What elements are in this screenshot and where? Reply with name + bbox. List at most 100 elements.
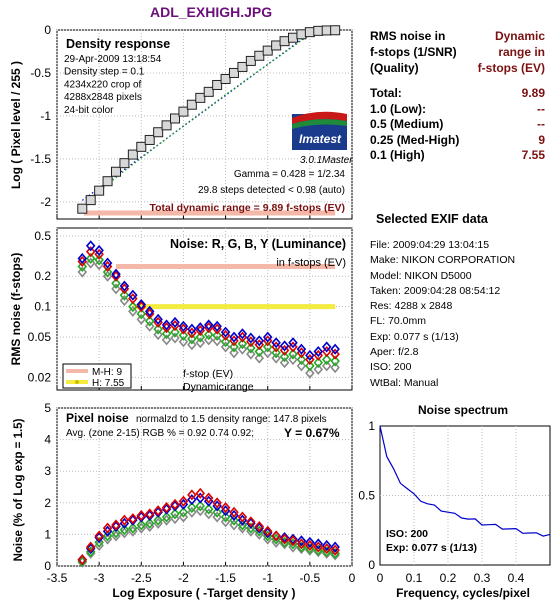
noise-point-g bbox=[271, 347, 281, 359]
pixel-point-y bbox=[178, 511, 189, 523]
rms-row: 1.0 (Low): -- bbox=[370, 102, 545, 118]
exif-line: WtBal: Manual bbox=[370, 376, 439, 389]
noise-subtitle: in f-stops (EV) bbox=[276, 257, 346, 269]
pixel-y-tick: 4 bbox=[44, 433, 51, 447]
noise-point-b bbox=[237, 328, 248, 340]
pixel-point-y bbox=[212, 511, 222, 523]
pixel-point-g bbox=[187, 502, 197, 514]
density-point bbox=[237, 61, 248, 72]
pixel-point-r bbox=[203, 492, 214, 504]
noise-point-b bbox=[212, 320, 222, 332]
pixel-point-r bbox=[212, 497, 222, 509]
rms-table: Total: 9.89 1.0 (Low): -- 0.5 (Medium) -- 0… bbox=[370, 86, 545, 164]
pixel-point-r bbox=[262, 525, 273, 537]
pixel-y-label: Noise (% of Log exp = 1.5) bbox=[13, 418, 25, 561]
pixel-x-tick: -1.5 bbox=[215, 571, 236, 585]
noise-point-b bbox=[153, 313, 163, 325]
density-title: Density response bbox=[66, 37, 170, 51]
pixel-point-g bbox=[119, 524, 130, 536]
noise-point-r bbox=[271, 341, 281, 353]
pixel-point-r bbox=[195, 487, 206, 499]
exif-title: Selected EXIF data bbox=[376, 212, 488, 226]
density-point bbox=[212, 79, 223, 90]
pixel-x-tick: -3.5 bbox=[47, 571, 68, 585]
rms-row-label: 1.0 (Low): bbox=[370, 101, 426, 116]
legend-mh-marker bbox=[75, 369, 79, 373]
pixel-point-y bbox=[85, 547, 96, 559]
pixel-point-b bbox=[262, 527, 273, 539]
density-point bbox=[245, 55, 256, 66]
rms-row-value: 9 bbox=[538, 132, 545, 147]
noise-point-b bbox=[128, 289, 138, 301]
pixel-point-r bbox=[102, 522, 113, 534]
exif-line: Aper: f/2.8 bbox=[370, 346, 419, 359]
noise-point-y bbox=[220, 341, 231, 353]
pixel-point-y bbox=[279, 538, 290, 550]
noise-point-b bbox=[144, 305, 155, 317]
imatest-version: 3.0.1 bbox=[300, 155, 322, 166]
noise-point-g bbox=[178, 329, 189, 341]
noise-point-y bbox=[279, 357, 290, 369]
noise-point-b bbox=[170, 316, 180, 328]
pixel-point-r bbox=[254, 520, 265, 533]
pixel-point-g bbox=[94, 536, 104, 548]
spectrum-x-label: Frequency, cycles/pixel bbox=[396, 586, 530, 600]
density-point bbox=[304, 27, 315, 38]
rms-header-line: RMS noise in bbox=[370, 29, 446, 43]
pixel-y-tick: 1 bbox=[44, 527, 51, 541]
pixel-point-b bbox=[296, 535, 307, 547]
density-y-tick: -1 bbox=[40, 109, 51, 123]
imatest-logo-text: Imatest bbox=[299, 132, 342, 146]
pixel-point-g bbox=[77, 555, 88, 567]
dr-header-line: range in bbox=[498, 45, 545, 59]
noise-point-y bbox=[212, 335, 222, 347]
noise-point-g bbox=[212, 329, 222, 341]
imatest-logo-swoosh bbox=[292, 111, 347, 124]
noise-point-b bbox=[94, 244, 104, 256]
noise-point-g bbox=[195, 331, 206, 343]
pixel-point-b bbox=[321, 539, 332, 551]
legend-h-marker bbox=[75, 380, 79, 384]
rms-row-label: 0.5 (Medium) bbox=[370, 117, 444, 131]
pixel-point-b bbox=[136, 511, 147, 523]
noise-point-r bbox=[288, 341, 298, 353]
pixel-title: Pixel noise bbox=[66, 411, 129, 425]
noise-point-g bbox=[187, 333, 197, 345]
pixel-point-y bbox=[220, 516, 231, 528]
noise-point-b bbox=[111, 268, 121, 280]
noise-point-g bbox=[153, 323, 163, 335]
legend-mh-label: M-H: 9 bbox=[92, 367, 122, 378]
density-point bbox=[195, 92, 206, 103]
density-point bbox=[161, 120, 172, 131]
noise-point-g bbox=[77, 260, 88, 272]
density-point bbox=[313, 25, 324, 36]
noise-point-y bbox=[321, 360, 332, 372]
noise-point-g bbox=[161, 328, 172, 340]
pixel-point-b bbox=[195, 492, 206, 504]
noise-point-b bbox=[229, 331, 239, 343]
noise-point-r bbox=[321, 346, 332, 358]
noise-point-g bbox=[128, 301, 138, 313]
rms-row-value: -- bbox=[537, 101, 545, 116]
pixel-point-b bbox=[153, 506, 163, 518]
pixel-point-y bbox=[321, 547, 332, 559]
density-point bbox=[77, 203, 88, 214]
noise-point-g bbox=[330, 355, 340, 367]
noise-point-b bbox=[279, 340, 290, 352]
noise-point-b bbox=[246, 332, 256, 344]
noise-point-g bbox=[279, 351, 290, 363]
noise-point-g bbox=[203, 329, 214, 341]
rms-header-line: f-stops (1/SNR) bbox=[370, 45, 457, 59]
pixel-point-r bbox=[144, 508, 155, 520]
pixel-point-r bbox=[288, 535, 298, 547]
total-range-bar bbox=[83, 210, 336, 216]
rms-header: RMS noise in f-stops (1/SNR) (Quality) bbox=[370, 28, 457, 76]
spectrum-x-tick: 0 bbox=[377, 571, 384, 585]
noise-point-y bbox=[187, 339, 197, 351]
exif-line: Res: 4288 x 2848 bbox=[370, 300, 453, 313]
density-y-tick: -2 bbox=[40, 195, 51, 209]
pixel-point-g bbox=[102, 530, 113, 542]
noise-point-b bbox=[288, 337, 298, 349]
pixel-point-r bbox=[136, 509, 147, 521]
